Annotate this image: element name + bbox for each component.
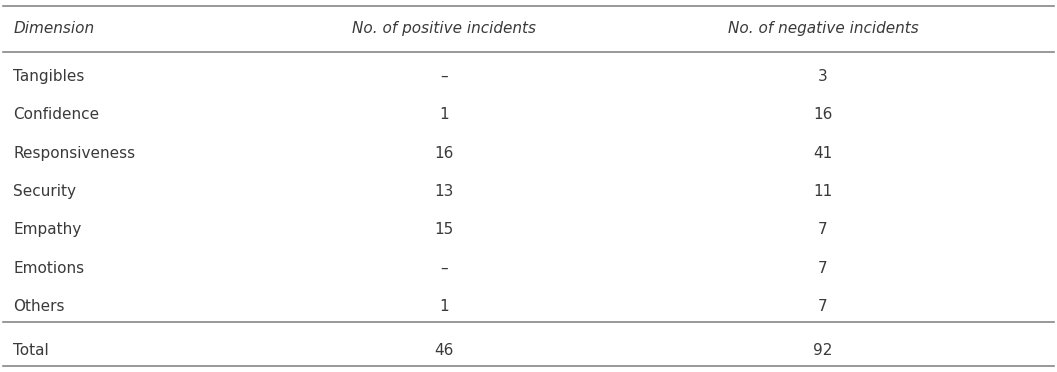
Text: 13: 13 (434, 184, 455, 199)
Text: 46: 46 (434, 343, 455, 358)
Text: No. of negative incidents: No. of negative incidents (727, 21, 919, 36)
Text: 16: 16 (434, 145, 455, 161)
Text: 3: 3 (818, 68, 828, 84)
Text: Tangibles: Tangibles (14, 68, 85, 84)
Text: Total: Total (14, 343, 49, 358)
Text: 7: 7 (818, 299, 828, 314)
Text: Emotions: Emotions (14, 261, 85, 276)
Text: Dimension: Dimension (14, 21, 94, 36)
Text: 15: 15 (434, 222, 455, 237)
Text: Confidence: Confidence (14, 107, 99, 122)
Text: 7: 7 (818, 222, 828, 237)
Text: Responsiveness: Responsiveness (14, 145, 135, 161)
Text: 16: 16 (813, 107, 833, 122)
Text: 7: 7 (818, 261, 828, 276)
Text: 1: 1 (440, 107, 449, 122)
Text: –: – (441, 68, 448, 84)
Text: 1: 1 (440, 299, 449, 314)
Text: –: – (441, 261, 448, 276)
Text: 92: 92 (813, 343, 833, 358)
Text: Security: Security (14, 184, 76, 199)
Text: Others: Others (14, 299, 64, 314)
Text: No. of positive incidents: No. of positive incidents (352, 21, 536, 36)
Text: 11: 11 (813, 184, 833, 199)
Text: Empathy: Empathy (14, 222, 81, 237)
Text: 41: 41 (813, 145, 833, 161)
